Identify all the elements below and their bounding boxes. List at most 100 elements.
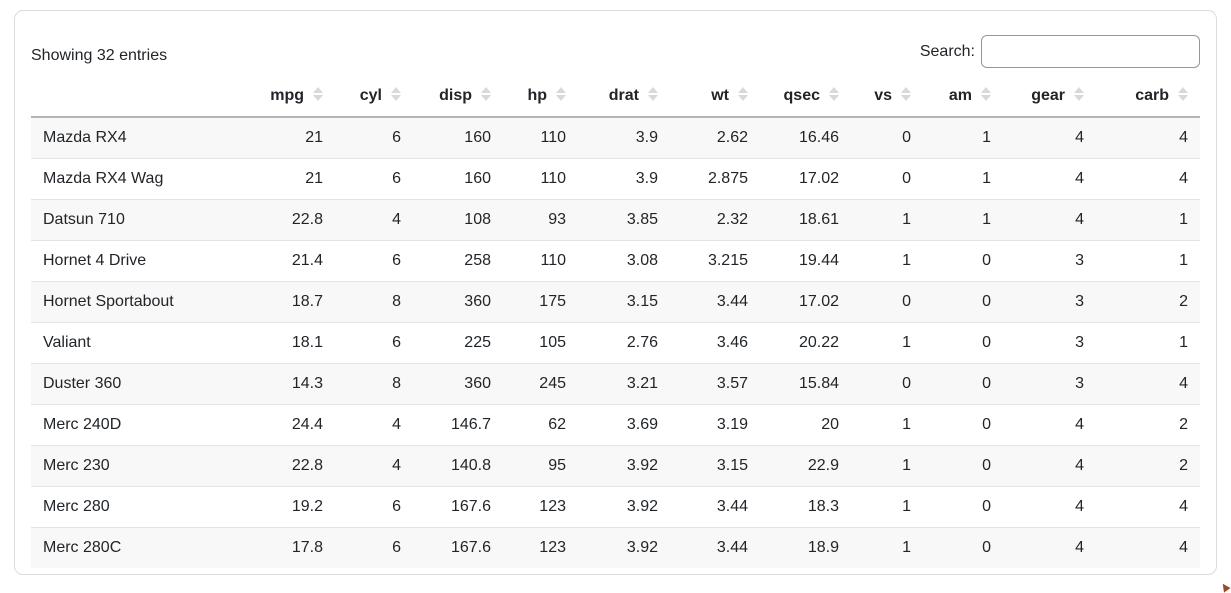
cell-vs: 0 [851, 281, 923, 323]
sort-icon [481, 86, 491, 101]
column-header-rownames [31, 79, 257, 118]
cell-mpg: 18.7 [257, 281, 335, 323]
cell-vs: 1 [851, 240, 923, 282]
cell-hp: 110 [540, 129, 566, 146]
cell-disp: 258 [413, 240, 503, 282]
column-header-hp[interactable]: hp [503, 79, 578, 118]
cell-cyl: 8 [335, 281, 413, 323]
column-header-vs[interactable]: vs [851, 79, 923, 118]
column-label: am [948, 87, 972, 104]
table-toolbar: Showing 32 entries Search: [31, 11, 1200, 79]
sort-icon [1178, 86, 1188, 101]
cell-disp: 225 [413, 322, 503, 364]
cell-wt: 3.57 [670, 363, 760, 405]
cell-drat: 3.92 [578, 486, 670, 528]
cell-drat: 3.9 [635, 129, 658, 146]
cell-hp: 110 [503, 240, 578, 282]
sort-icon [556, 86, 566, 101]
cell-hp: 93 [503, 199, 578, 241]
column-header-qsec[interactable]: qsec [760, 79, 851, 118]
cell-am: 0 [923, 363, 1003, 405]
cell-cyl: 6 [335, 158, 413, 200]
column-header-wt[interactable]: wt [670, 79, 760, 118]
cell-disp: 160 [464, 129, 491, 146]
cell-drat: 3.9 [578, 158, 670, 200]
cell-hp: 175 [503, 281, 578, 323]
cell-qsec: 17.02 [760, 158, 851, 200]
cell-qsec: 17.02 [760, 281, 851, 323]
sort-icon [738, 86, 748, 101]
cell-carb: 2 [1096, 445, 1200, 487]
column-label: vs [874, 87, 892, 104]
column-label: wt [711, 87, 729, 104]
table-row: Merc 240D 24.4 4 146.7 62 3.69 3.19 20 1 0 4 2 [31, 404, 1200, 446]
cell-gear: 4 [1003, 158, 1096, 200]
cell-mpg: 22.8 [257, 445, 335, 487]
cell-mpg: 24.4 [257, 404, 335, 446]
cell-disp: 167.6 [413, 527, 503, 568]
cell-cyl: 6 [335, 322, 413, 364]
sort-icon [391, 86, 401, 101]
cell-hp: 245 [503, 363, 578, 405]
cell-mpg: 21 [305, 129, 323, 146]
cell-am: 0 [923, 322, 1003, 364]
cell-disp: 167.6 [413, 486, 503, 528]
row-name-cell: Mazda RX4 [43, 129, 127, 146]
cell-disp: 140.8 [413, 445, 503, 487]
cell-drat: 3.85 [578, 199, 670, 241]
cell-vs: 1 [851, 486, 923, 528]
table-row: Merc 280C 17.8 6 167.6 123 3.92 3.44 18.9 1 0 4 4 [31, 527, 1200, 568]
cell-gear: 3 [1003, 322, 1096, 364]
cell-hp: 123 [503, 527, 578, 568]
row-name-cell: Merc 280C [31, 527, 257, 568]
column-label: cyl [359, 87, 382, 104]
cell-gear: 4 [1075, 129, 1084, 146]
table-row: Hornet 4 Drive 21.4 6 258 110 3.08 3.215 19.44 1… [31, 240, 1200, 282]
cell-am: 0 [923, 281, 1003, 323]
column-header-mpg[interactable]: mpg [257, 79, 335, 118]
table-row: Mazda RX4 Wag 21 6 160 110 3.9 2.875 17.02 0 1 4 4 [31, 158, 1200, 200]
cell-gear: 4 [1003, 486, 1096, 528]
column-label: gear [1031, 87, 1065, 104]
table-row: Duster 360 14.3 8 360 245 3.21 3.57 15.84 0 0 3 4 [31, 363, 1200, 405]
cell-mpg: 17.8 [257, 527, 335, 568]
search-control: Search: [920, 35, 1200, 68]
cell-am: 0 [923, 240, 1003, 282]
cell-vs: 1 [851, 404, 923, 446]
data-table: mpg cyl disp hp drat wt qsec vs am gear carb Mazda… [31, 79, 1200, 568]
cell-wt: 3.44 [670, 281, 760, 323]
cell-drat: 3.69 [578, 404, 670, 446]
column-header-gear[interactable]: gear [1003, 79, 1096, 118]
cell-mpg: 14.3 [257, 363, 335, 405]
column-label: carb [1135, 87, 1169, 104]
cell-hp: 110 [503, 158, 578, 200]
column-header-cyl[interactable]: cyl [335, 79, 413, 118]
sort-icon [981, 86, 991, 101]
row-name-cell: Mazda RX4 Wag [31, 158, 257, 200]
table-row: Valiant 18.1 6 225 105 2.76 3.46 20.22 1 0 3 1 [31, 322, 1200, 364]
column-header-am[interactable]: am [923, 79, 1003, 118]
cell-am: 0 [923, 445, 1003, 487]
column-header-drat[interactable]: drat [578, 79, 670, 118]
column-header-disp[interactable]: disp [413, 79, 503, 118]
table-header-row: mpg cyl disp hp drat wt qsec vs am gear carb [31, 79, 1200, 118]
cell-qsec: 18.61 [760, 199, 851, 241]
table-row: Datsun 710 22.8 4 108 93 3.85 2.32 18.61 1 1 4 1 [31, 199, 1200, 241]
cell-wt: 3.19 [670, 404, 760, 446]
cell-drat: 3.92 [578, 527, 670, 568]
search-input[interactable] [981, 35, 1200, 68]
cell-mpg: 21.4 [257, 240, 335, 282]
cell-carb: 4 [1096, 158, 1200, 200]
cell-am: 1 [923, 199, 1003, 241]
column-header-carb[interactable]: carb [1096, 79, 1200, 118]
row-name-cell: Hornet 4 Drive [31, 240, 257, 282]
search-label: Search: [919, 42, 975, 60]
cell-vs: 1 [851, 527, 923, 568]
row-name-cell: Datsun 710 [31, 199, 257, 241]
cell-vs: 0 [902, 129, 911, 146]
cell-drat: 3.08 [578, 240, 670, 282]
column-label: qsec [783, 87, 820, 104]
cell-carb: 4 [1179, 129, 1188, 146]
cell-wt: 2.32 [670, 199, 760, 241]
cell-carb: 4 [1096, 527, 1200, 568]
